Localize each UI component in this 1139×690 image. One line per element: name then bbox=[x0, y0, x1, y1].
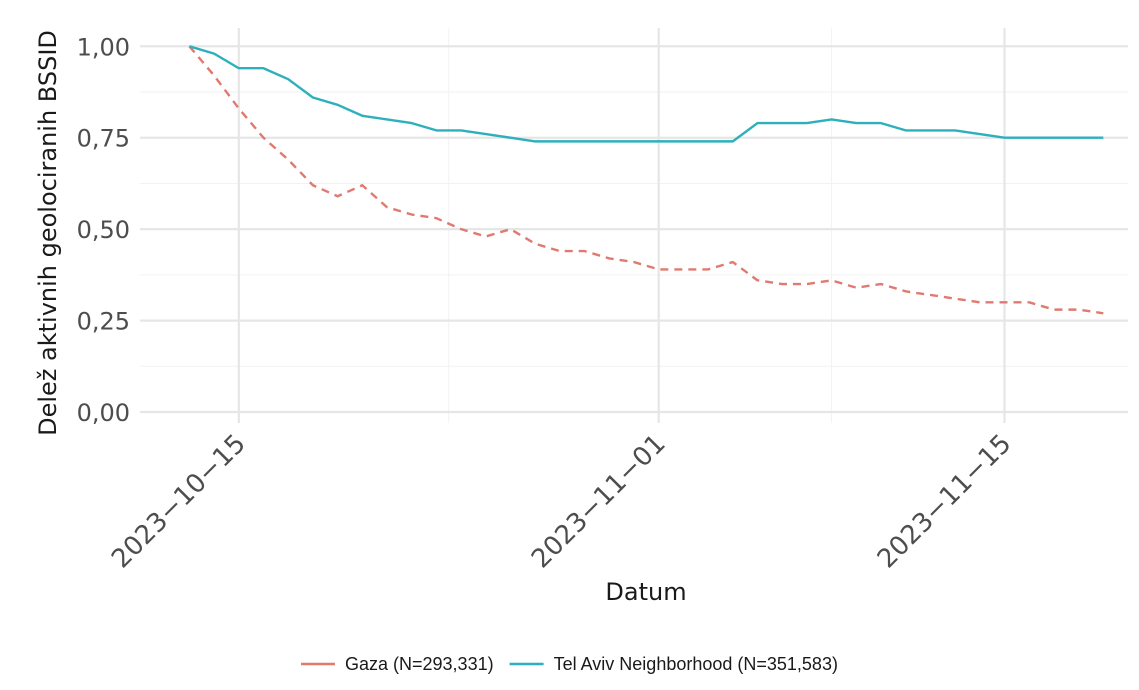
y-tick-label: 0,50 bbox=[77, 216, 130, 244]
y-axis-tick-labels: 0,00 0,25 0,50 0,75 1,00 bbox=[77, 33, 130, 427]
minor-gridlines bbox=[140, 28, 1128, 423]
x-tick-label: 2023−11−01 bbox=[526, 429, 672, 575]
legend-label: Tel Aviv Neighborhood (N=351,583) bbox=[554, 654, 838, 674]
y-axis-title: Delež aktivnih geolociranih BSSID bbox=[34, 30, 62, 436]
x-tick-label: 2023−11−15 bbox=[872, 429, 1018, 575]
series-line-1 bbox=[189, 45, 1104, 143]
legend-item-1: Tel Aviv Neighborhood (N=351,583) bbox=[509, 654, 838, 674]
legend: Gaza (N=293,331) Tel Aviv Neighborhood (N… bbox=[301, 654, 838, 674]
y-tick-label: 0,75 bbox=[77, 125, 130, 153]
series-lines bbox=[188, 45, 1104, 315]
x-tick-label: 2023−10−15 bbox=[106, 429, 252, 575]
legend-label: Gaza (N=293,331) bbox=[345, 654, 494, 674]
x-axis-title: Datum bbox=[605, 578, 686, 606]
series-line-0 bbox=[188, 45, 1104, 315]
legend-item-0: Gaza (N=293,331) bbox=[301, 654, 494, 674]
major-gridlines bbox=[140, 28, 1128, 423]
y-tick-label: 0,00 bbox=[77, 399, 130, 427]
y-tick-label: 0,25 bbox=[77, 308, 130, 336]
y-tick-label: 1,00 bbox=[77, 33, 130, 61]
x-axis-tick-labels: 2023−10−15 2023−11−01 2023−11−15 bbox=[106, 429, 1017, 575]
